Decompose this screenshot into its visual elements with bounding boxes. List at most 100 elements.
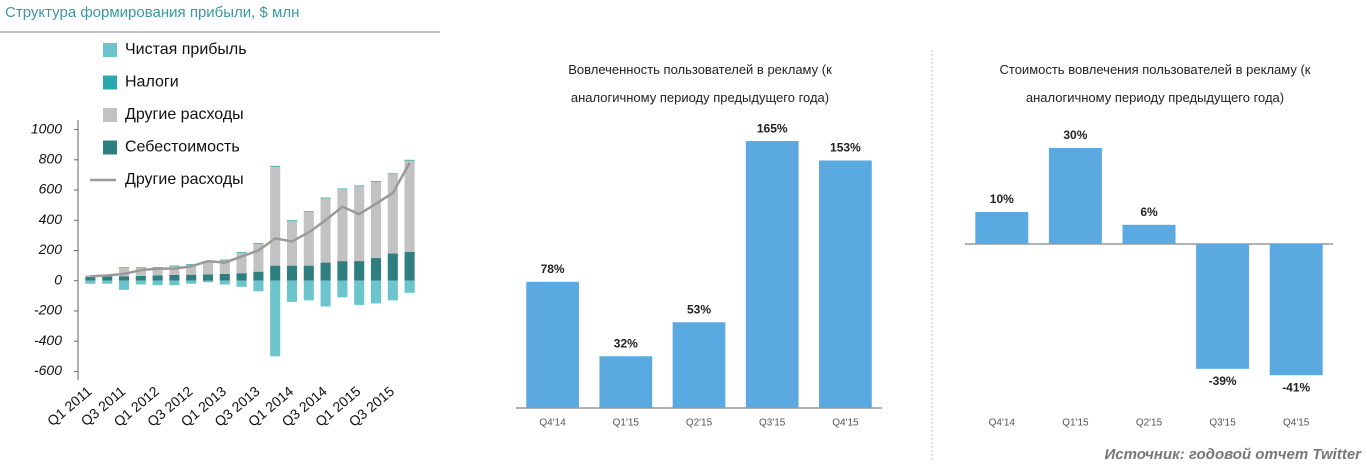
bar <box>975 212 1029 244</box>
value-label: 30% <box>1063 128 1087 142</box>
x-tick-label: Q3'15 <box>1209 418 1236 429</box>
x-tick-label: Q2'15 <box>1136 418 1163 429</box>
bar-segment <box>219 260 230 274</box>
bar-segment <box>404 280 415 293</box>
legend-swatch <box>103 140 117 155</box>
bar-segment <box>337 189 348 262</box>
bar-segment <box>236 273 247 281</box>
bar-segment <box>270 265 281 281</box>
bar-segment <box>286 280 298 302</box>
legend-label: Налоги <box>125 74 179 91</box>
bar-segment <box>303 211 314 212</box>
y-tick-label: -200 <box>34 302 62 318</box>
x-tick-label: Q2'15 <box>686 418 713 429</box>
y-tick-label: -400 <box>34 332 62 348</box>
value-label: 32% <box>614 336 638 350</box>
bar-segment <box>337 280 348 298</box>
x-tick-label: Q4'14 <box>539 418 566 429</box>
bar-segment <box>404 160 415 253</box>
bar-segment <box>135 267 146 276</box>
bar-segment <box>320 262 331 281</box>
bar-segment <box>303 265 314 281</box>
bar <box>526 281 579 408</box>
bar-segment <box>354 185 365 187</box>
value-label: 6% <box>1140 205 1158 219</box>
bar-segment <box>286 220 298 222</box>
bar-segment <box>169 265 180 267</box>
value-label: 153% <box>830 141 861 155</box>
bar-segment <box>320 280 331 307</box>
bar-segment <box>135 267 146 268</box>
bar-segment <box>135 280 146 285</box>
x-tick-label: Q3'15 <box>759 418 786 429</box>
bar-segment <box>219 259 230 261</box>
bar-segment <box>387 253 398 281</box>
y-tick-label: 1000 <box>31 120 62 136</box>
bar-segment <box>337 261 348 281</box>
bar-segment <box>169 274 180 281</box>
bar-segment <box>118 267 130 268</box>
bar-segment <box>270 165 281 167</box>
bar-segment <box>202 274 214 281</box>
bar-segment <box>85 275 96 277</box>
bar-segment <box>186 264 197 265</box>
bar-segment <box>387 280 398 301</box>
bar-segment <box>387 174 398 254</box>
bar-segment <box>169 266 180 275</box>
legend-label: Чистая прибыль <box>125 41 247 58</box>
bar <box>1269 244 1323 376</box>
y-tick-label: 200 <box>38 241 63 257</box>
chart-title: Стоимость вовлечения пользователей в рек… <box>999 62 1311 105</box>
bar-segment <box>236 252 247 274</box>
bar-segment <box>354 280 365 305</box>
bar-segment <box>152 280 163 286</box>
bar <box>599 356 653 408</box>
bar-segment <box>135 275 146 281</box>
x-tick-label: Q4'15 <box>1283 418 1310 429</box>
source: Источник: годовой отчет Twitter <box>1104 446 1361 463</box>
y-tick-label: 600 <box>39 181 63 197</box>
x-tick-label: Q1'15 <box>613 418 640 429</box>
bar-segment <box>320 198 331 263</box>
bar-segment <box>253 242 264 244</box>
legend-swatch <box>103 108 117 122</box>
bar-segment <box>404 159 415 161</box>
bar-segment <box>286 221 298 266</box>
x-tick-label: Q4'14 <box>989 418 1016 429</box>
bar-segment <box>169 280 180 286</box>
bar-segment <box>186 264 197 275</box>
bar-segment <box>202 280 214 283</box>
bar-segment <box>118 280 130 290</box>
bar-segment <box>152 267 163 276</box>
bar-segment <box>253 243 264 272</box>
bar-segment <box>303 211 314 266</box>
x-tick-label: Q1'15 <box>1062 418 1089 429</box>
bar-segment <box>320 197 331 199</box>
legend-swatch <box>103 75 117 90</box>
value-label: 165% <box>757 121 788 135</box>
bar-segment <box>286 265 298 281</box>
legend-label: Другие расходы <box>125 171 244 188</box>
bar-segment <box>85 280 96 284</box>
bar-segment <box>270 280 281 357</box>
bar-segment <box>219 273 230 281</box>
bar-segment <box>219 280 230 285</box>
bar-segment <box>387 173 398 175</box>
bar <box>1196 244 1250 369</box>
bar-segment <box>186 280 197 284</box>
bar <box>1122 224 1176 244</box>
bar <box>745 141 799 408</box>
bar-segment <box>370 180 382 182</box>
bar-segment <box>85 276 96 281</box>
value-label: 10% <box>990 192 1014 206</box>
bar-segment <box>303 280 314 301</box>
y-tick-label: -600 <box>34 362 62 378</box>
value-label: -39% <box>1209 374 1237 388</box>
legend-swatch <box>103 43 117 57</box>
bar-segment <box>102 280 113 284</box>
value-label: 78% <box>541 262 565 276</box>
chart-title: Вовлеченность пользователей в рекламу (к… <box>568 62 832 105</box>
bar-segment <box>236 252 247 253</box>
